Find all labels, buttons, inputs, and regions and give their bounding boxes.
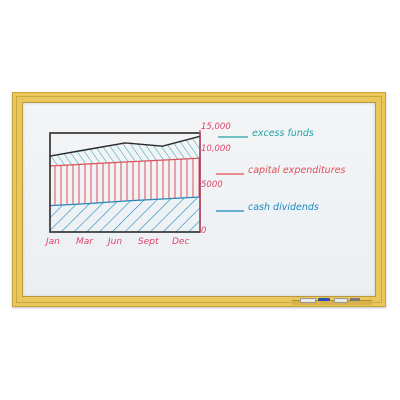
x-tick-label: Jan [46, 237, 60, 247]
marker[interactable] [318, 298, 330, 301]
legend-label-excess-funds: excess funds [252, 128, 314, 139]
y-tick-label: 5000 [201, 180, 223, 190]
x-tick-label: Dec [172, 237, 190, 247]
y-tick-label: 15,000 [201, 122, 231, 132]
x-tick-label: Mar [76, 237, 93, 247]
series-line-excess-funds [49, 135, 201, 157]
y-tick-label: 10,000 [201, 144, 231, 154]
legend-label-cash-dividends: cash dividends [248, 202, 319, 213]
eraser[interactable] [350, 298, 360, 301]
y-tick-label: 0 [201, 226, 207, 236]
area-cash-dividends [50, 197, 200, 232]
legend-label-capital-expenditures: capital expenditures [248, 165, 346, 176]
marker[interactable] [334, 298, 348, 303]
x-tick-label: Jun [108, 237, 123, 247]
area-excess-funds [50, 136, 200, 166]
area-capital-expenditures [50, 158, 200, 206]
x-tick-label: Sept [138, 237, 159, 247]
marker[interactable] [300, 298, 316, 303]
marker-tray [292, 300, 372, 305]
